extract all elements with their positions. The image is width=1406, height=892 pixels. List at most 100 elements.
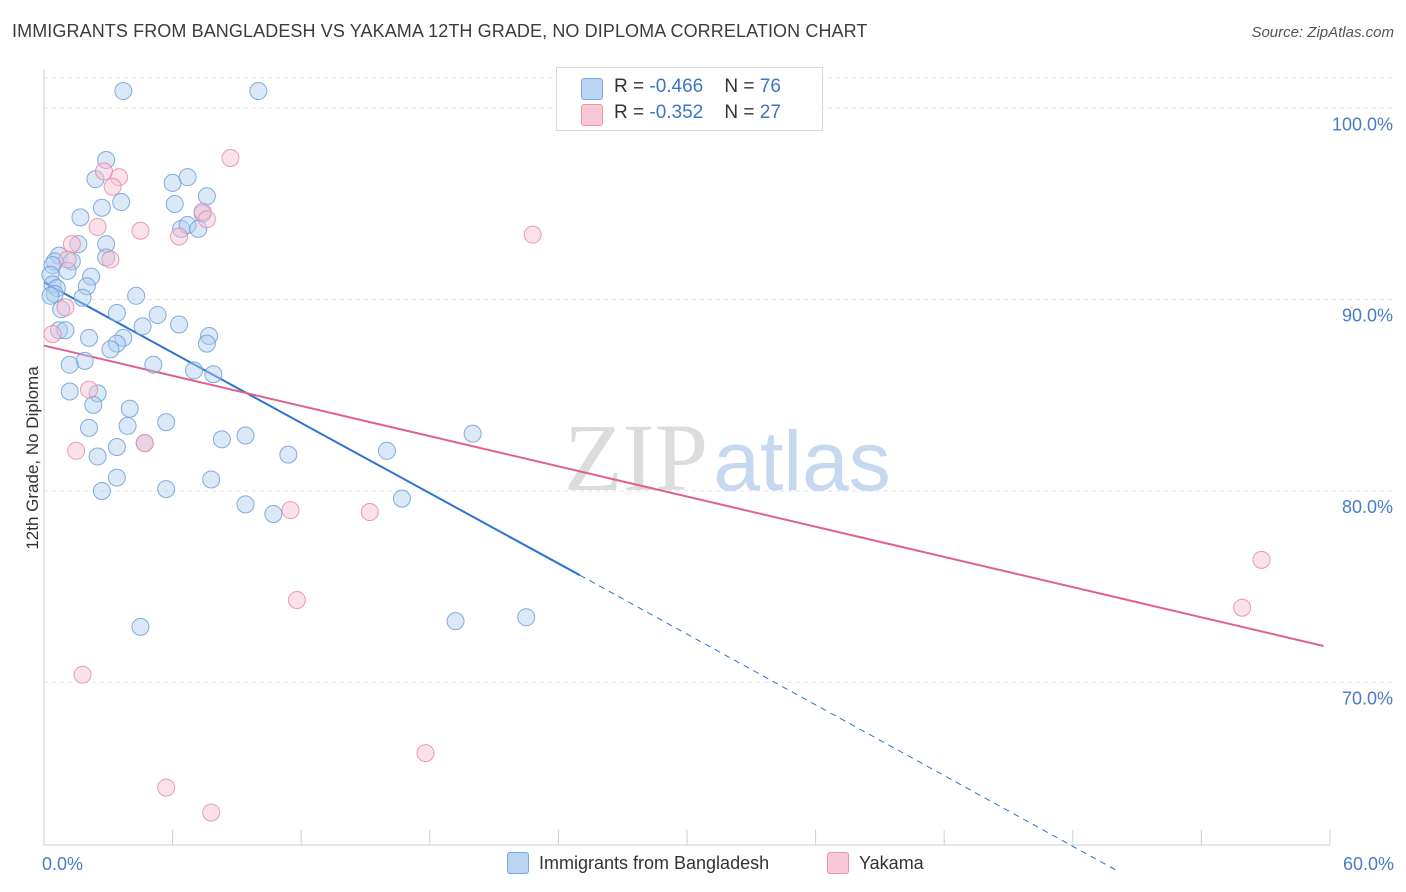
point-bangladesh: [92, 198, 111, 217]
point-bangladesh: [75, 351, 94, 370]
legend-r-value: -0.466: [649, 76, 704, 97]
legend-n-label: N =: [724, 102, 760, 123]
point-bangladesh: [249, 82, 268, 101]
trend-line-bangladesh-extrapolated: [579, 574, 1116, 871]
point-bangladesh: [114, 82, 133, 101]
point-bangladesh: [392, 489, 411, 508]
point-bangladesh: [88, 384, 107, 403]
y-axis-label: 12th Grade, No Diploma: [23, 366, 42, 550]
point-bangladesh: [148, 305, 167, 324]
point-yakama: [80, 380, 99, 399]
point-bangladesh: [377, 441, 396, 460]
point-yakama: [221, 149, 240, 168]
x-tick-label-min: 0.0%: [42, 854, 83, 874]
legend-row-yakama: R = -0.352 N = 27: [557, 101, 822, 127]
point-bangladesh: [185, 361, 204, 380]
legend-item-yakama[interactable]: Yakama: [827, 852, 924, 875]
point-bangladesh: [77, 277, 96, 296]
chart-title: IMMIGRANTS FROM BANGLADESH VS YAKAMA 12T…: [12, 21, 868, 41]
point-bangladesh: [157, 480, 176, 499]
point-bangladesh: [236, 495, 255, 514]
point-bangladesh: [92, 481, 111, 500]
point-bangladesh: [101, 340, 120, 359]
axes: [43, 70, 1331, 846]
point-bangladesh: [204, 365, 223, 384]
legend-n-value: 27: [759, 102, 781, 123]
point-bangladesh: [107, 468, 126, 487]
point-yakama: [135, 434, 154, 453]
point-yakama: [88, 217, 107, 236]
point-yakama: [1233, 598, 1252, 617]
point-bangladesh: [107, 304, 126, 323]
point-yakama: [101, 250, 120, 269]
legend-r-label: R =: [614, 76, 650, 97]
point-bangladesh: [84, 395, 103, 414]
correlation-legend: R = -0.466 N = 76 R = -0.352 N = 27: [556, 67, 823, 131]
point-bangladesh: [107, 437, 126, 456]
point-yakama: [43, 325, 62, 344]
point-yakama: [73, 665, 92, 684]
point-bangladesh: [88, 447, 107, 466]
point-bangladesh: [112, 193, 131, 212]
chart-source: Source: ZipAtlas.com: [1251, 24, 1394, 41]
y-tick-label: 80.0%: [1342, 497, 1393, 517]
point-bangladesh: [118, 416, 137, 435]
point-yakama: [62, 235, 81, 254]
point-bangladesh: [131, 617, 150, 636]
point-bangladesh: [517, 608, 536, 627]
point-bangladesh: [60, 382, 79, 401]
legend-swatch-blue: [507, 852, 529, 875]
point-bangladesh: [82, 267, 101, 286]
point-bangladesh: [127, 286, 146, 305]
point-bangladesh: [80, 328, 99, 347]
point-yakama: [58, 250, 77, 269]
trend-line-yakama: [43, 344, 1324, 647]
point-bangladesh: [170, 315, 189, 334]
point-bangladesh: [197, 187, 216, 206]
point-bangladesh: [120, 399, 139, 418]
legend-label-bangladesh: Immigrants from Bangladesh: [539, 852, 770, 873]
point-yakama: [281, 501, 300, 520]
point-yakama: [131, 221, 150, 240]
point-yakama: [67, 441, 86, 460]
legend-r-label: R =: [614, 102, 650, 123]
point-bangladesh: [202, 470, 221, 489]
legend-swatch-pink: [581, 104, 603, 126]
point-yakama: [103, 177, 122, 196]
point-yakama: [56, 298, 75, 317]
point-bangladesh: [264, 504, 283, 523]
point-yakama: [197, 210, 216, 229]
point-yakama: [110, 168, 129, 187]
point-bangladesh: [178, 168, 197, 187]
series-legend: Immigrants from Bangladesh Yakama: [0, 852, 1406, 878]
legend-label-yakama: Yakama: [859, 852, 924, 873]
point-bangladesh: [157, 413, 176, 432]
point-bangladesh: [73, 288, 92, 307]
point-bangladesh: [71, 208, 90, 227]
point-bangladesh: [144, 355, 163, 374]
point-bangladesh: [165, 194, 184, 213]
trend-line-bangladesh: [43, 281, 581, 577]
point-bangladesh: [279, 445, 298, 464]
legend-n-label: N =: [724, 76, 760, 97]
legend-row-bangladesh: R = -0.466 N = 76: [557, 75, 822, 101]
legend-item-bangladesh[interactable]: Immigrants from Bangladesh: [507, 852, 770, 875]
legend-n-value: 76: [759, 76, 781, 97]
y-tick-label: 90.0%: [1342, 306, 1393, 326]
y-tick-label: 70.0%: [1342, 688, 1393, 708]
trend-lines: [43, 281, 1324, 871]
y-tick-label: 100.0%: [1332, 114, 1393, 134]
point-yakama: [95, 162, 114, 181]
point-bangladesh: [446, 612, 465, 631]
point-bangladesh: [197, 334, 216, 353]
point-bangladesh: [60, 355, 79, 374]
point-bangladesh: [212, 430, 231, 449]
point-bangladesh: [97, 150, 116, 169]
point-yakama: [170, 227, 189, 246]
legend-r-value: -0.352: [649, 102, 704, 123]
point-yakama: [1252, 550, 1271, 569]
point-yakama: [157, 778, 176, 797]
point-yakama: [202, 803, 221, 822]
point-yakama: [287, 591, 306, 610]
